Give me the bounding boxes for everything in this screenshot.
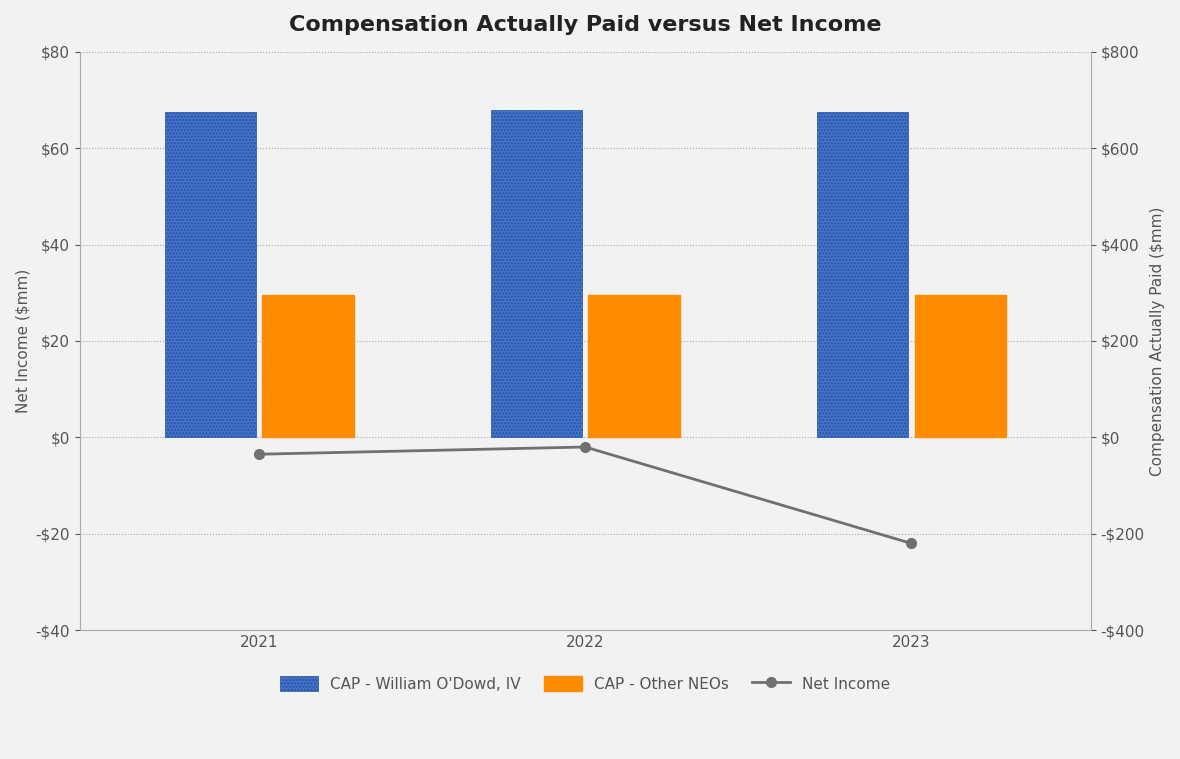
- Bar: [491, 109, 582, 437]
- Title: Compensation Actually Paid versus Net Income: Compensation Actually Paid versus Net In…: [289, 15, 881, 35]
- Bar: [589, 295, 680, 437]
- Legend: CAP - William O'Dowd, IV, CAP - Other NEOs, Net Income: CAP - William O'Dowd, IV, CAP - Other NE…: [274, 669, 897, 698]
- Y-axis label: Net Income ($mm): Net Income ($mm): [15, 269, 30, 413]
- Bar: [914, 295, 1005, 437]
- Y-axis label: Compensation Actually Paid ($mm): Compensation Actually Paid ($mm): [1150, 206, 1165, 476]
- Bar: [817, 112, 907, 437]
- Bar: [262, 295, 354, 437]
- Bar: [164, 112, 256, 437]
